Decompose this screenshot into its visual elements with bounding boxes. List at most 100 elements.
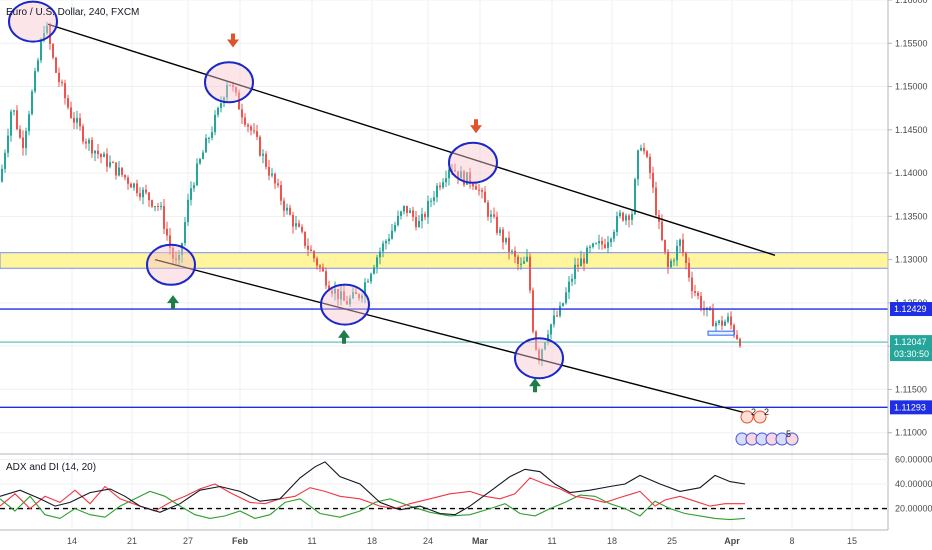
candle-body [196, 163, 198, 186]
price-axis[interactable]: 1.16000 1.15500 1.15000 1.14500 1.14000 1.135… [888, 0, 928, 438]
candle-body [424, 213, 426, 218]
candle-body [136, 183, 138, 194]
candle-body [259, 136, 261, 156]
candle-body [148, 192, 150, 201]
candle-body [673, 260, 675, 262]
level-tag-label: 1.11293 [894, 402, 926, 412]
candle-body [574, 264, 576, 279]
candle-body [118, 167, 120, 176]
price-tick-label: 1.15000 [895, 82, 928, 92]
candle-body [607, 242, 609, 248]
indicator-title[interactable]: ADX and DI (14, 20) [6, 462, 96, 473]
time-tick-label: 21 [127, 536, 137, 546]
candle-body [484, 191, 486, 203]
candle-body [211, 132, 213, 139]
candle-body [163, 206, 165, 229]
candle-body [157, 206, 159, 208]
candle-body [721, 320, 723, 326]
candle-body [694, 291, 696, 293]
channel-lines [47, 23, 776, 417]
time-tick-label: Mar [472, 536, 489, 546]
candle-body [400, 211, 402, 216]
candle-body [97, 150, 99, 155]
candle-body [427, 200, 429, 218]
current-price-tag [890, 335, 932, 362]
candle-body [328, 285, 330, 291]
candle-body [718, 320, 720, 323]
candle-body [43, 33, 45, 41]
candle-body [1, 168, 3, 182]
indicator-tick-label: 20.00000 [895, 504, 932, 514]
candle-body [79, 118, 81, 127]
candle-body [31, 91, 33, 115]
candle-body [286, 207, 288, 211]
candle-body [316, 258, 318, 266]
candle-body [430, 200, 432, 202]
candle-body [625, 215, 627, 221]
candle-body [418, 221, 420, 228]
candle-body [487, 202, 489, 217]
candle-body [457, 171, 459, 179]
candle-body [715, 322, 717, 327]
candle-body [436, 185, 438, 198]
candle-body [58, 72, 60, 82]
candle-body [130, 183, 132, 188]
candle-body [643, 147, 645, 152]
level-tag [890, 400, 932, 415]
candle-body [208, 138, 210, 140]
candle-body [433, 197, 435, 201]
candle-body [61, 81, 63, 84]
candle-body [697, 292, 699, 296]
candle-body [298, 223, 300, 227]
time-tick-label: Apr [724, 536, 740, 546]
channel-line [154, 258, 756, 417]
candle-body [346, 300, 348, 305]
candle-body [4, 152, 6, 169]
event-badges[interactable]: 2 2 5 [735, 407, 799, 446]
candle-body [448, 169, 450, 179]
candle-body [562, 303, 564, 306]
candle-body [517, 256, 519, 264]
price-tick-label: 1.16000 [895, 0, 928, 5]
candle-body [334, 288, 336, 294]
candle-body [295, 223, 297, 227]
candle-body [268, 166, 270, 176]
candle-body [349, 298, 351, 305]
candle-body [577, 264, 579, 267]
candle-body [277, 183, 279, 186]
indicator-axis: 60.00000 40.00000 20.00000 [895, 454, 932, 513]
candle-body [292, 214, 294, 227]
candle-body [511, 250, 513, 252]
candle-body [727, 316, 729, 322]
event-badge-icon [785, 432, 799, 446]
candle-body [691, 277, 693, 292]
candle-body [688, 263, 690, 278]
price-tick-label: 1.13000 [895, 255, 928, 265]
price-tick-label: 1.11500 [895, 384, 927, 394]
candle-body [634, 179, 636, 215]
candle-body [496, 216, 498, 233]
candle-body [289, 207, 291, 215]
candle-body [526, 256, 528, 262]
candle-body [55, 57, 57, 73]
candle-body [730, 316, 732, 326]
arrow-up-icon [529, 378, 541, 393]
candle-body [397, 215, 399, 226]
candle-body [127, 177, 129, 184]
level-tag [890, 302, 932, 317]
arrow-up-icon [167, 295, 179, 310]
candle-body [616, 215, 618, 232]
candle-body [256, 131, 258, 137]
candle-body [103, 153, 105, 158]
candle-body [64, 83, 66, 99]
candle-body [331, 290, 333, 294]
arrow-down-icon [227, 33, 239, 48]
candle-body [661, 221, 663, 240]
candle-body [355, 292, 357, 295]
candle-body [91, 139, 93, 154]
indicator-tick-label: 40.00000 [895, 479, 932, 489]
time-axis[interactable]: 14 21 27 Feb 11 18 24 Mar 11 18 25 Apr 8 15 [67, 536, 857, 546]
candle-body [220, 103, 222, 108]
candle-body [175, 258, 177, 260]
